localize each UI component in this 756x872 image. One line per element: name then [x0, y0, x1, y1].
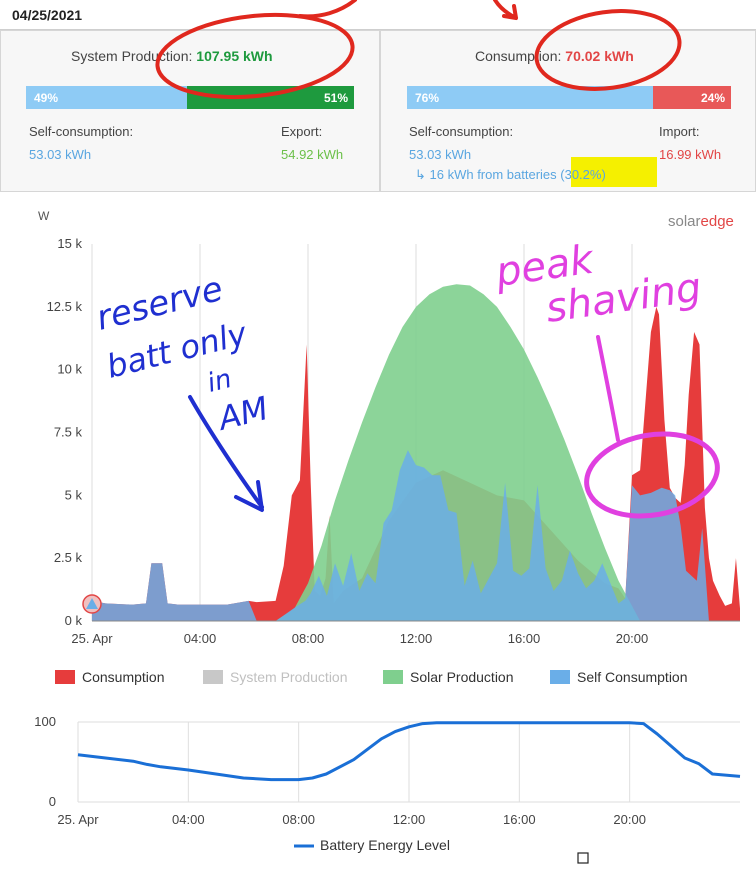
production-self-consumption-label: Self-consumption:: [29, 124, 134, 139]
checkbox-icon[interactable]: [577, 852, 589, 864]
power-x-tick-label: 16:00: [508, 631, 541, 646]
power-x-tick-label: 25. Apr: [71, 631, 113, 646]
production-value: 107.95 kWh: [196, 48, 273, 64]
consumption-arrow-icon: [493, 0, 518, 20]
battery-y-tick-label: 0: [49, 794, 56, 809]
battery-energy-line: [77, 721, 741, 782]
consumption-left-percent: 76%: [415, 91, 440, 105]
y-axis-unit-label: W: [38, 209, 50, 223]
battery-status-marker[interactable]: [82, 594, 102, 614]
power-x-tick-label: 04:00: [184, 631, 217, 646]
legend-label-solar-production: Solar Production: [410, 669, 514, 685]
battery-chart-legend: Battery Energy Level: [294, 837, 450, 853]
export-value: 54.92 kWh: [281, 147, 344, 162]
production-self-consumption-segment: [26, 86, 187, 109]
power-y-tick-label: 15 k: [57, 236, 82, 251]
reserve-arrowhead-icon: [234, 480, 264, 512]
production-split-bar: 49% 51%: [26, 86, 354, 109]
battery-y-tick-label: 100: [34, 714, 56, 729]
consumption-circle-icon: [534, 9, 682, 91]
export-label: Export:: [281, 124, 323, 139]
legend-swatch-consumption: [55, 670, 75, 684]
consumption-self-consumption-label: Self-consumption:: [409, 124, 514, 139]
power-x-tick-label: 20:00: [616, 631, 649, 646]
reserve-note-line3: in: [204, 364, 234, 399]
consumption-panel: Consumption: 70.02 kWh 76% 24% Self-cons…: [380, 30, 756, 192]
battery-x-tick-label: 20:00: [613, 812, 646, 827]
power-y-tick-label: 0 k: [65, 613, 83, 628]
solar-production-area: [275, 284, 641, 621]
reserve-note: reserve batt only in AM: [93, 269, 272, 438]
production-export-segment: [186, 86, 354, 109]
power-y-tick-label: 5 k: [65, 487, 83, 502]
date-label: 04/25/2021: [12, 7, 83, 23]
batteries-highlight: [571, 157, 657, 187]
power-y-tick-label: 10 k: [57, 362, 82, 377]
battery-x-tick-label: 25. Apr: [57, 812, 99, 827]
power-y-tick-label: 12.5 k: [47, 299, 83, 314]
legend-label-self-consumption: Self Consumption: [577, 669, 688, 685]
peak-circle-icon: [584, 431, 720, 519]
power-x-tick-label: 12:00: [400, 631, 433, 646]
batteries-note: ↳ 16 kWh from batteries (30.2%): [415, 167, 606, 182]
battery-x-tick-label: 16:00: [503, 812, 536, 827]
peak-arrow-icon: [596, 335, 620, 442]
production-panel: System Production: 107.95 kWh 49% 51% Se…: [0, 30, 380, 192]
power-chart-axes: 25. Apr 04:00 08:00 12:00 16:00 20:00 0 k 2.5 k…: [47, 236, 740, 646]
battery-chart-grid: [77, 721, 740, 803]
reserve-note-line4: AM: [213, 389, 272, 438]
power-x-tick-label: 08:00: [292, 631, 325, 646]
consumption-split-bar: 76% 24%: [407, 86, 731, 109]
production-left-percent: 49%: [34, 91, 59, 105]
battery-chart-line: [77, 721, 741, 782]
battery-chart-axes: 25. Apr 04:00 08:00 12:00 16:00 20:00 0 100: [34, 714, 646, 827]
self-consumption-area: [92, 450, 709, 621]
legend-swatch-solar-production: [383, 670, 403, 684]
brand-logo: solaredge: [668, 213, 734, 230]
consumption-title: Consumption: 70.02 kWh: [475, 48, 634, 64]
legend-label-system-production: System Production: [230, 669, 348, 685]
legend-label-consumption: Consumption: [82, 669, 165, 685]
legend-swatch-system-production: [203, 670, 223, 684]
battery-chart: 25. Apr 04:00 08:00 12:00 16:00 20:00 0 100: [34, 714, 741, 827]
power-chart-areas: [92, 284, 740, 621]
date-header: 04/25/2021: [0, 0, 756, 30]
power-y-tick-label: 2.5 k: [54, 550, 83, 565]
production-right-percent: 51%: [323, 91, 348, 105]
consumption-value: 70.02 kWh: [565, 48, 634, 64]
import-label: Import:: [659, 124, 700, 139]
summary-annotations: [155, 0, 682, 100]
battery-x-tick-label: 08:00: [282, 812, 315, 827]
production-circle-icon: [155, 12, 355, 100]
production-arrow-icon: [298, 0, 357, 19]
power-y-tick-label: 7.5 k: [54, 425, 83, 440]
battery-x-tick-label: 12:00: [393, 812, 426, 827]
energy-charts: solaredge W 25. Apr 04:00 08:00 12:00 16:00 2…: [34, 209, 741, 864]
consumption-self-consumption-value: 53.03 kWh: [409, 147, 472, 162]
reserve-arrow-icon: [188, 395, 264, 509]
production-self-consumption-value: 53.03 kWh: [29, 147, 92, 162]
power-chart-legend: Consumption System Production Solar Produc…: [55, 669, 688, 685]
consumption-import-segment: [653, 86, 731, 109]
battery-x-tick-label: 04:00: [172, 812, 205, 827]
peak-note: peak shaving: [492, 237, 704, 332]
consumption-label: Consumption:: [475, 48, 562, 64]
consumption-right-percent: 24%: [700, 91, 725, 105]
consumption-self-consumption-segment: [407, 86, 654, 109]
legend-swatch-self-consumption: [550, 670, 570, 684]
power-chart: 25. Apr 04:00 08:00 12:00 16:00 20:00 0 k 2.5 k…: [47, 236, 740, 646]
import-value: 16.99 kWh: [659, 147, 722, 162]
battery-legend-label: Battery Energy Level: [320, 837, 450, 853]
